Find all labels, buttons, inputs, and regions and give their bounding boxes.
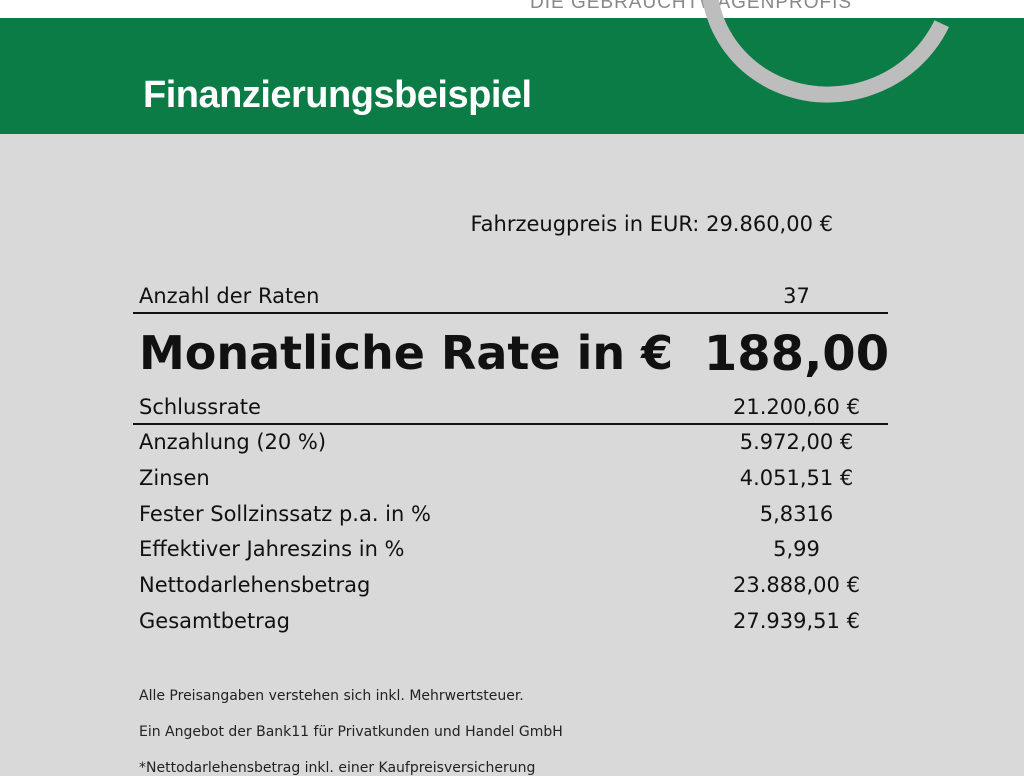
row-fixed-rate: Fester Sollzinssatz p.a. in % 5,8316	[139, 502, 887, 526]
logo-tagline: DIE GEBRAUCHTWAGENPROFIS	[530, 0, 853, 13]
row-label: Schlussrate	[139, 395, 261, 419]
row-net-loan: Nettodarlehensbetrag 23.888,00 €	[139, 573, 887, 597]
row-label: Fester Sollzinssatz p.a. in %	[139, 502, 431, 526]
row-value: 23.888,00 €	[733, 573, 860, 597]
row-interest: Zinsen 4.051,51 €	[139, 466, 887, 490]
top-bar: DIE GEBRAUCHTWAGENPROFIS	[0, 0, 1024, 18]
row-monthly-rate: Monatliche Rate in € 188,00	[139, 326, 889, 382]
divider	[133, 423, 888, 425]
price-value: 29.860,00 €	[706, 212, 833, 236]
row-label: Monatliche Rate in €	[139, 326, 674, 380]
row-value: 188,00	[703, 326, 890, 382]
row-effective-rate: Effektiver Jahreszins in % 5,99	[139, 537, 887, 561]
row-value: 5,99	[773, 537, 820, 561]
row-down-payment: Anzahlung (20 %) 5.972,00 €	[139, 430, 887, 454]
row-value: 4.051,51 €	[739, 466, 854, 490]
row-label: Nettodarlehensbetrag	[139, 573, 371, 597]
price-label: Fahrzeugpreis in EUR:	[470, 212, 700, 236]
row-total: Gesamtbetrag 27.939,51 €	[139, 609, 887, 633]
row-installments: Anzahl der Raten 37	[139, 284, 887, 308]
header-band: Finanzierungsbeispiel	[0, 18, 1024, 134]
note-bank: Ein Angebot der Bank11 für Privatkunden …	[139, 724, 563, 740]
row-value: 37	[783, 284, 810, 308]
row-label: Anzahl der Raten	[139, 284, 320, 308]
row-value: 5.972,00 €	[739, 430, 854, 454]
divider	[133, 312, 888, 314]
row-label: Zinsen	[139, 466, 210, 490]
row-value: 27.939,51 €	[733, 609, 860, 633]
row-value: 21.200,60 €	[733, 395, 860, 419]
note-vat: Alle Preisangaben verstehen sich inkl. M…	[139, 688, 524, 704]
note-insurance: *Nettodarlehensbetrag inkl. einer Kaufpr…	[139, 760, 536, 776]
vehicle-price: Fahrzeugpreis in EUR: 29.860,00 €	[470, 212, 833, 236]
row-label: Anzahlung (20 %)	[139, 430, 327, 454]
page-title: Finanzierungsbeispiel	[143, 74, 532, 116]
row-label: Gesamtbetrag	[139, 609, 291, 633]
row-final-rate: Schlussrate 21.200,60 €	[139, 395, 887, 419]
row-label: Effektiver Jahreszins in %	[139, 537, 405, 561]
row-value: 5,8316	[759, 502, 834, 526]
